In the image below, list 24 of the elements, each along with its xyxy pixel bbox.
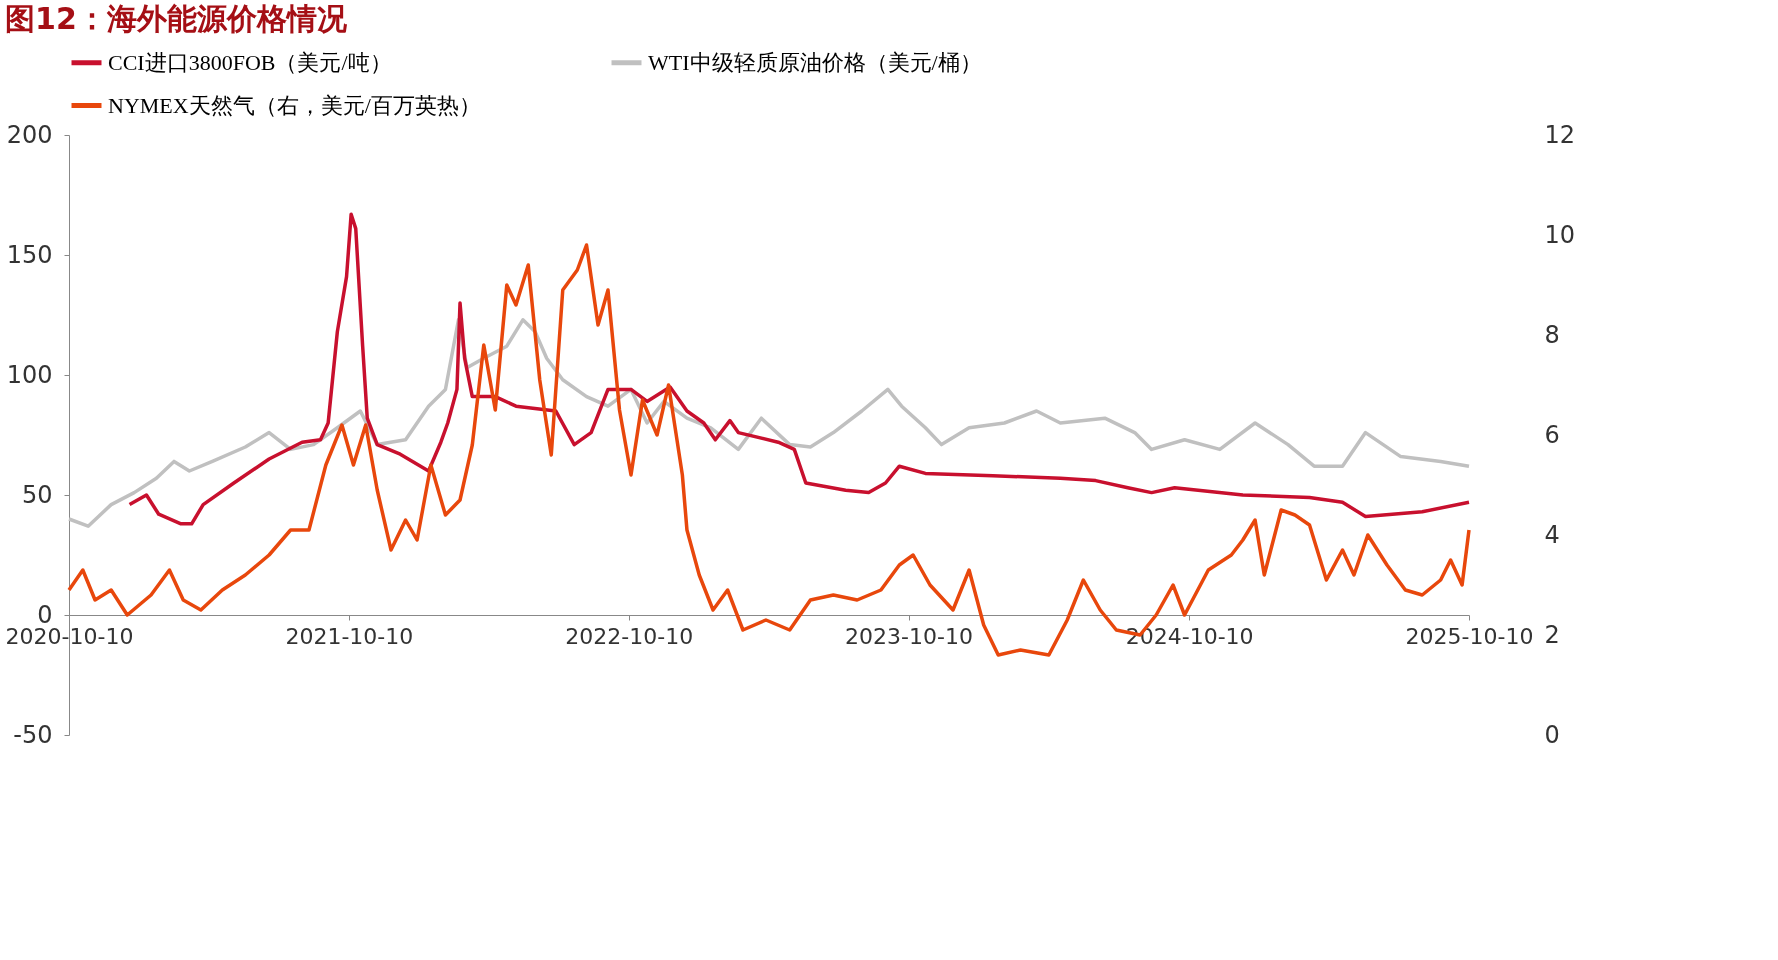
chart-title: 图12：海外能源价格情况 <box>5 1 348 36</box>
y2-tick-label: 2 <box>1544 620 1560 649</box>
line-series <box>127 212 1471 526</box>
y-tick-label: -50 <box>13 720 53 749</box>
y-tick-label: 50 <box>21 480 53 509</box>
x-tick-label: 2023-10-10 <box>845 623 973 649</box>
y-tick-label: 200 <box>6 120 53 149</box>
y2-tick-label: 4 <box>1544 520 1560 549</box>
y2-tick-label: 12 <box>1544 120 1576 149</box>
y2-tick-label: 0 <box>1544 720 1560 749</box>
legend-label: WTI中级轻质原油价格（美元/桶） <box>648 49 982 75</box>
x-tick-label: 2022-10-10 <box>565 623 694 649</box>
y-tick-label: 0 <box>37 600 53 629</box>
legend-label: NYMEX天然气（右，美元/百万英热） <box>108 92 481 118</box>
y2-tick-label: 8 <box>1544 320 1560 349</box>
y-tick-label: 100 <box>6 360 53 389</box>
x-tick-label: 2024-10-10 <box>1125 623 1254 649</box>
line-series <box>67 318 1471 528</box>
y2-tick-label: 6 <box>1544 420 1560 449</box>
y-tick-label: 150 <box>6 240 53 269</box>
x-tick-label: 2025-10-10 <box>1405 623 1534 649</box>
x-tick-label: 2021-10-10 <box>285 623 414 649</box>
y2-tick-label: 10 <box>1544 220 1576 249</box>
legend-label: CCI进口3800FOB（美元/吨） <box>108 49 392 75</box>
